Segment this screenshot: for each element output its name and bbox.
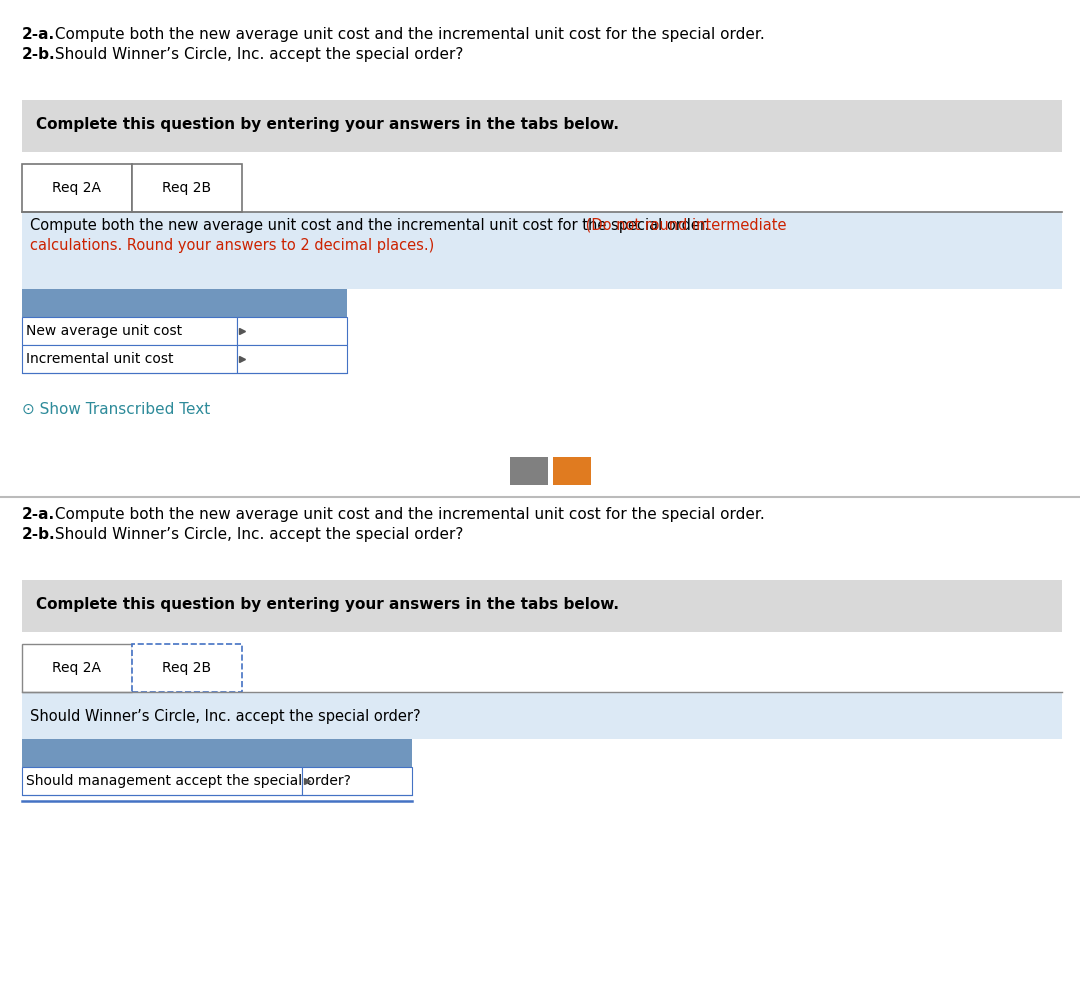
Text: ↺: ↺ — [522, 462, 537, 480]
Text: Req 2B: Req 2B — [162, 181, 212, 195]
Text: Incremental unit cost: Incremental unit cost — [26, 352, 174, 366]
Text: ⊙ Show Transcribed Text: ⊙ Show Transcribed Text — [22, 402, 211, 417]
Bar — [132, 164, 242, 212]
Bar — [22, 289, 237, 317]
Bar — [22, 212, 1062, 289]
Bar — [22, 692, 1062, 739]
Text: 2-b.: 2-b. — [22, 527, 56, 542]
Bar — [22, 767, 302, 795]
Bar — [22, 644, 132, 692]
Text: 2-a.: 2-a. — [22, 27, 55, 42]
Text: Should Winner’s Circle, Inc. accept the special order?: Should Winner’s Circle, Inc. accept the … — [30, 709, 420, 723]
Text: ↻: ↻ — [565, 462, 580, 480]
Text: 2-b.: 2-b. — [22, 47, 56, 62]
Bar — [22, 739, 302, 767]
Text: Should Winner’s Circle, Inc. accept the special order?: Should Winner’s Circle, Inc. accept the … — [50, 527, 463, 542]
Bar — [22, 100, 1062, 152]
Bar — [132, 644, 242, 692]
Text: Complete this question by entering your answers in the tabs below.: Complete this question by entering your … — [36, 118, 619, 133]
Bar — [237, 317, 347, 345]
Bar — [553, 457, 591, 485]
Text: Complete this question by entering your answers in the tabs below.: Complete this question by entering your … — [36, 597, 619, 612]
Bar — [22, 164, 132, 212]
Text: Req 2A: Req 2A — [53, 181, 102, 195]
Text: Should Winner’s Circle, Inc. accept the special order?: Should Winner’s Circle, Inc. accept the … — [50, 47, 463, 62]
Text: Compute both the new average unit cost and the incremental unit cost for the spe: Compute both the new average unit cost a… — [50, 27, 765, 42]
Text: (Do not round intermediate: (Do not round intermediate — [581, 218, 786, 233]
Text: Compute both the new average unit cost and the incremental unit cost for the spe: Compute both the new average unit cost a… — [30, 218, 710, 233]
Text: 2-a.: 2-a. — [22, 507, 55, 522]
Text: Req 2B: Req 2B — [162, 661, 212, 675]
Bar — [22, 580, 1062, 632]
Text: calculations. Round your answers to 2 decimal places.): calculations. Round your answers to 2 de… — [30, 238, 434, 253]
Bar — [22, 317, 237, 345]
Text: New average unit cost: New average unit cost — [26, 324, 183, 338]
Bar — [302, 739, 411, 767]
Text: Req 2A: Req 2A — [53, 661, 102, 675]
Bar — [302, 767, 411, 795]
Text: Should management accept the special order?: Should management accept the special ord… — [26, 774, 351, 788]
Text: Compute both the new average unit cost and the incremental unit cost for the spe: Compute both the new average unit cost a… — [50, 507, 765, 522]
Bar — [22, 345, 237, 373]
Bar — [510, 457, 548, 485]
Bar — [237, 289, 347, 317]
Bar — [237, 345, 347, 373]
